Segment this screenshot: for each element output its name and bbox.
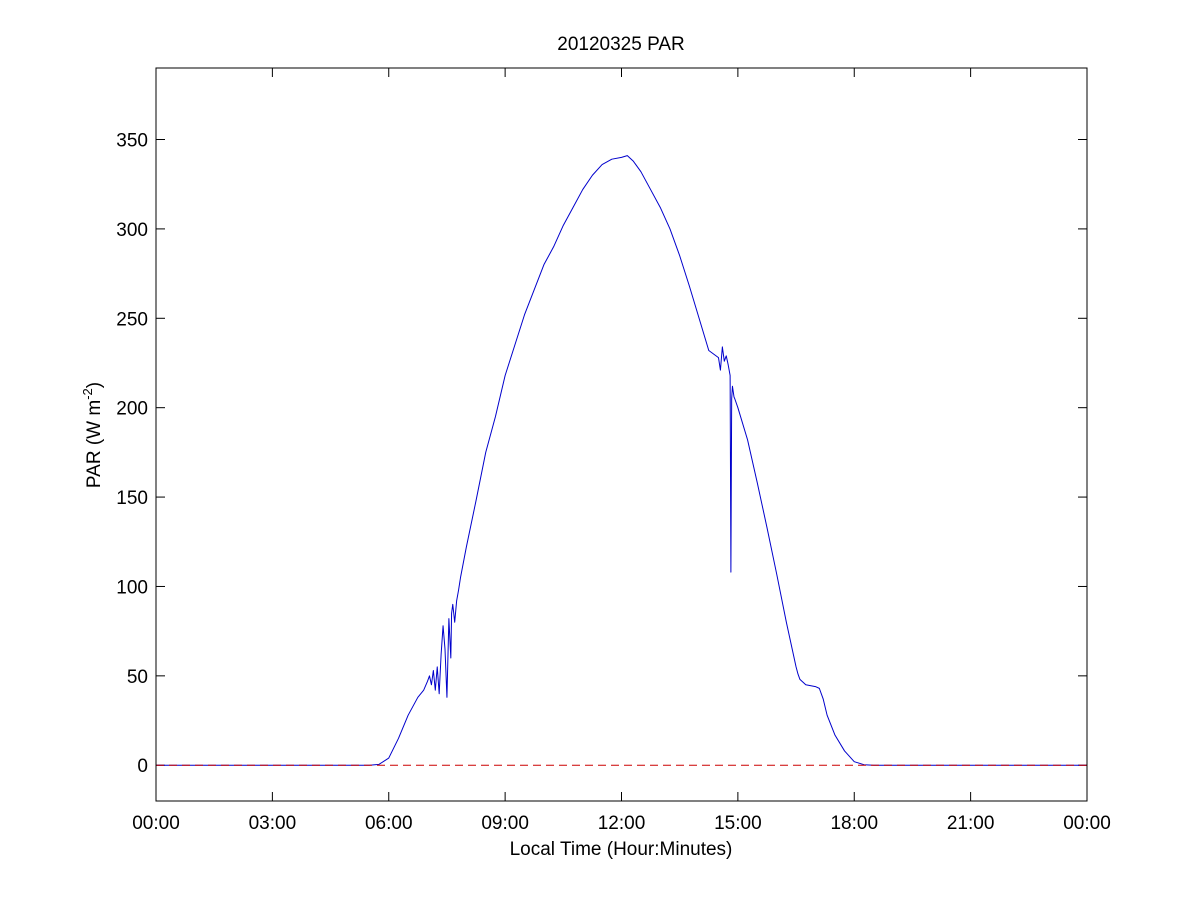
y-tick-label: 350 <box>116 131 148 152</box>
x-tick-label: 12:00 <box>598 813 646 834</box>
plot-area <box>156 68 1087 801</box>
y-tick-label: 300 <box>116 220 148 241</box>
x-axis-label: Local Time (Hour:Minutes) <box>510 839 733 860</box>
y-tick-label: 150 <box>116 488 148 509</box>
x-tick-label: 09:00 <box>481 813 529 834</box>
par-series-line <box>156 155 1087 766</box>
y-axis-label-close: ) <box>84 382 105 388</box>
y-tick-label: 50 <box>127 667 148 688</box>
y-tick-label: 250 <box>116 309 148 330</box>
y-tick-label: 0 <box>137 756 148 777</box>
y-tick-label: 100 <box>116 577 148 598</box>
x-tick-label: 03:00 <box>249 813 297 834</box>
x-tick-label: 18:00 <box>830 813 878 834</box>
x-tick-label: 00:00 <box>1063 813 1111 834</box>
y-axis-label-main: PAR (W m <box>84 400 105 488</box>
x-tick-label: 21:00 <box>947 813 995 834</box>
plot-frame <box>155 67 1088 802</box>
series-layer <box>156 155 1087 766</box>
x-tick-label: 15:00 <box>714 813 762 834</box>
x-tick-label: 06:00 <box>365 813 413 834</box>
y-tick-label: 200 <box>116 399 148 420</box>
x-tick-label: 00:00 <box>132 813 180 834</box>
y-axis-label: PAR (W m-2) <box>80 382 105 488</box>
tick-labels: 00:00 03:00 06:00 09:00 12:00 15:00 18:00 21:00… <box>116 131 1110 834</box>
chart-title: 20120325 PAR <box>557 34 684 55</box>
y-axis-label-superscript: -2 <box>80 388 95 400</box>
